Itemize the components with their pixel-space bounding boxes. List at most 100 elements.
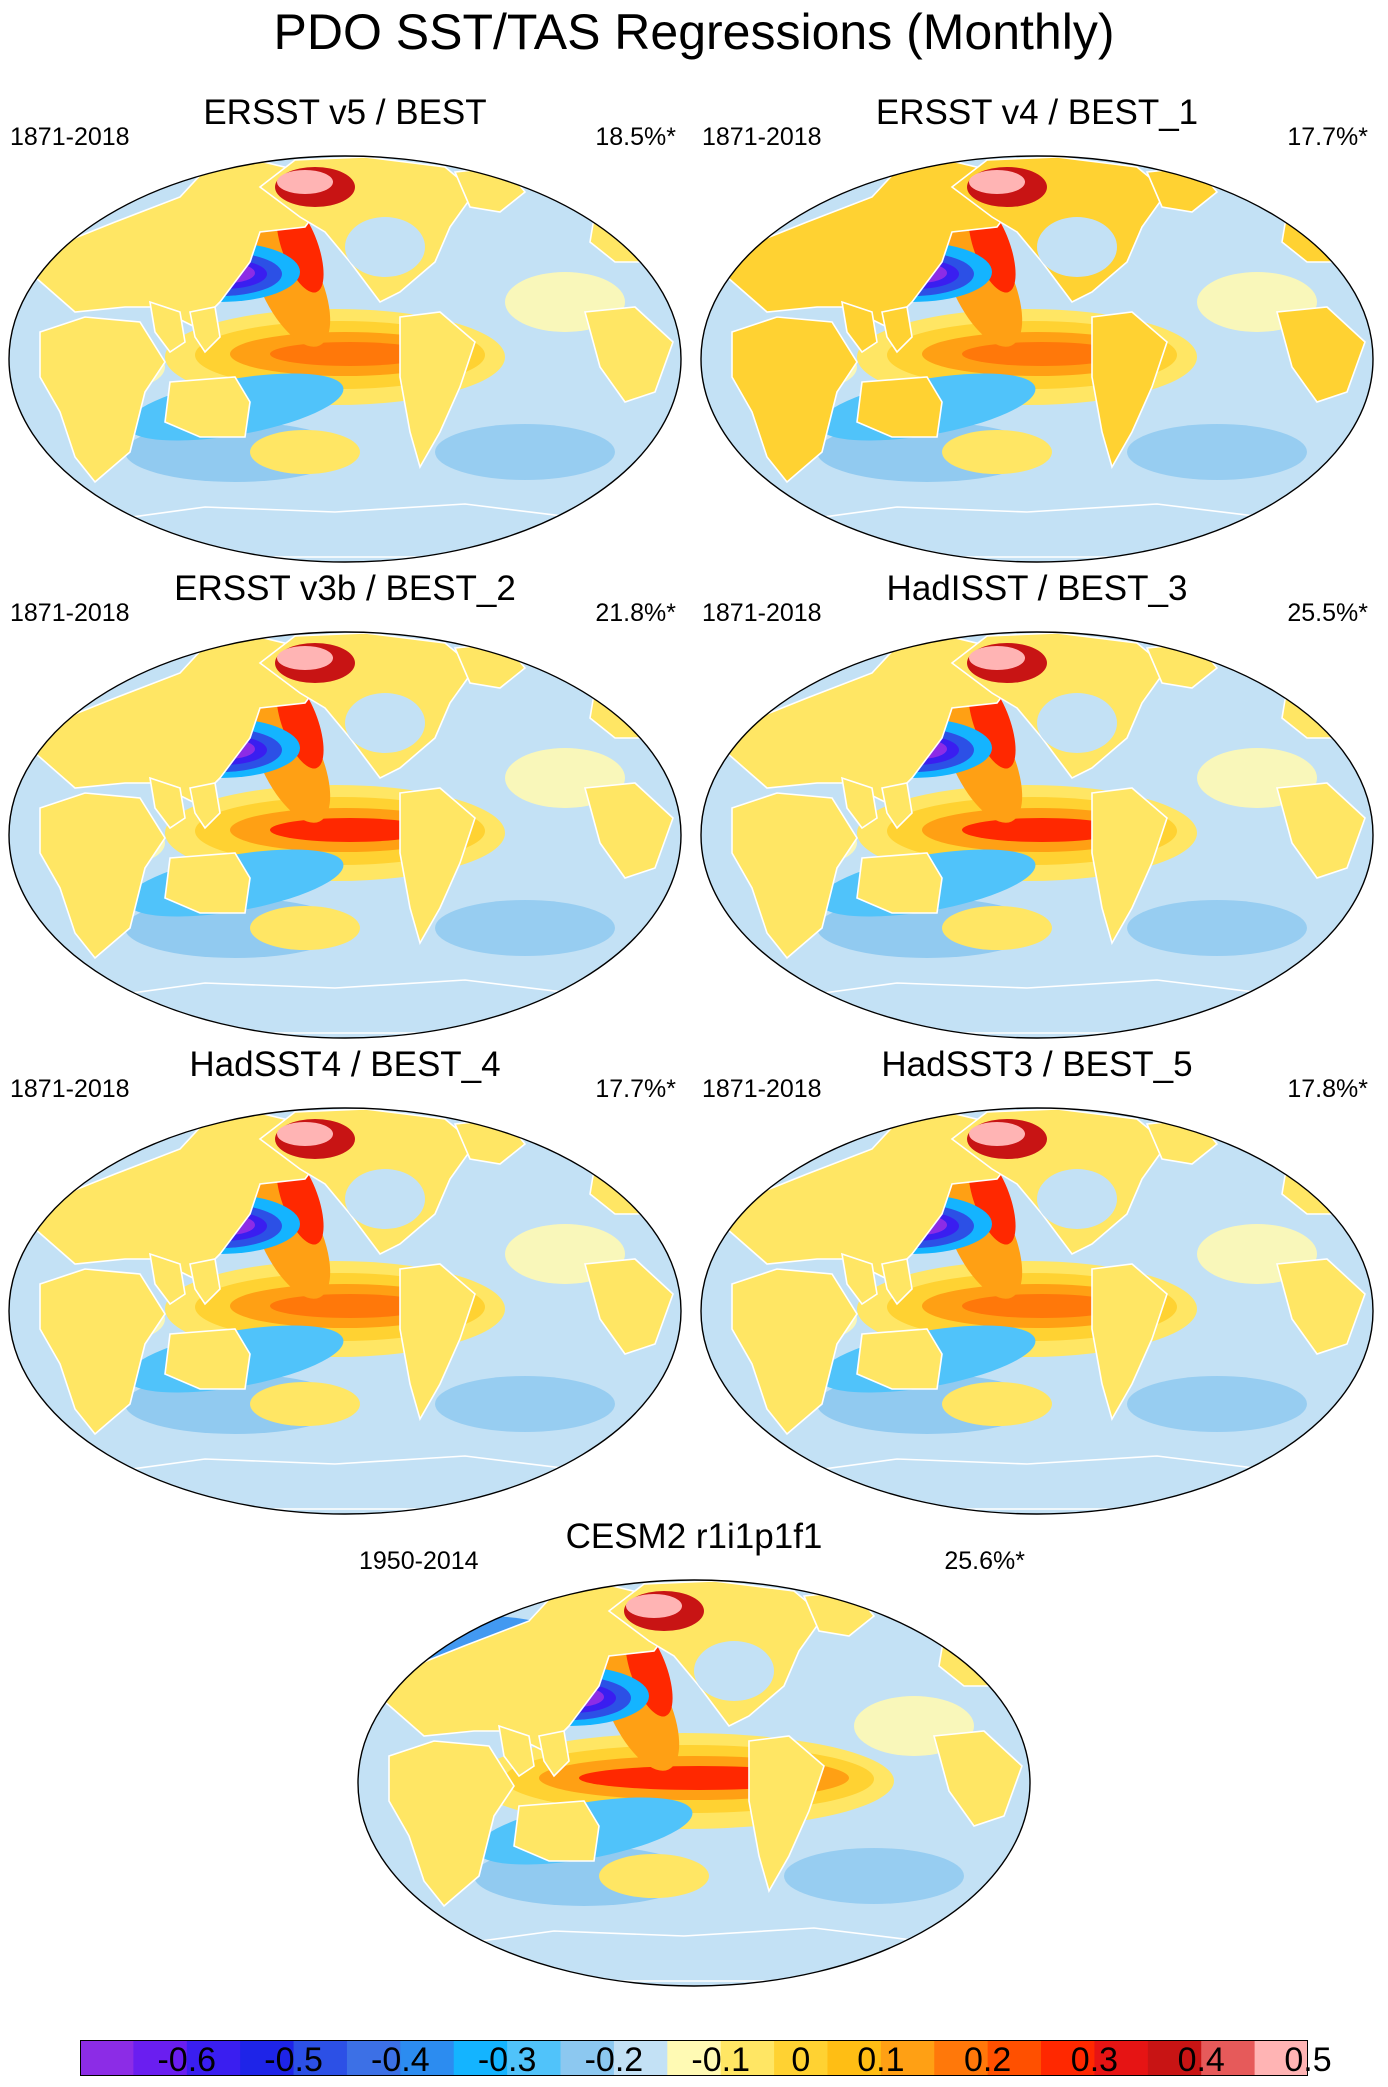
map-panel-hadsst4: HadSST4 / BEST_4 1871-2018 17.7%* [0, 1044, 690, 1524]
land-india [840, 300, 878, 354]
land-africaE [1275, 782, 1366, 879]
alaska-warm-core [969, 646, 1025, 670]
panel-period: 1871-2018 [10, 1075, 130, 1103]
map-panel-ersst-v3b: ERSST v3b / BEST_2 1871-2018 21.8%* [0, 568, 690, 1048]
panel-period: 1871-2018 [702, 1075, 822, 1103]
canada-cool [1037, 217, 1117, 277]
land-masses [725, 156, 1369, 558]
alaska-warm-core [277, 170, 333, 194]
colorbar-swatch [400, 2040, 455, 2076]
map-body [701, 1108, 1373, 1514]
colorbar-swatch [667, 2040, 722, 2076]
land-samerica [1091, 1263, 1168, 1422]
colorbar-swatch [720, 2040, 775, 2076]
colorbar-swatch [827, 2040, 882, 2076]
cool-patch [435, 1376, 615, 1432]
regression-map [8, 631, 682, 1039]
map-border [8, 1107, 682, 1515]
land-australia [164, 852, 251, 914]
panel-period: 1871-2018 [702, 599, 822, 627]
land-australia [856, 1328, 943, 1390]
land-africa [731, 316, 858, 484]
colorbar-swatch [1201, 2040, 1256, 2076]
panel-period: 1950-2014 [359, 1547, 479, 1575]
panel-period: 1871-2018 [10, 599, 130, 627]
colorbar-swatch [1147, 2040, 1202, 2076]
map-body [9, 1108, 681, 1514]
colorbar-swatch [186, 2040, 241, 2076]
map-panel-ersst-v4: ERSST v4 / BEST_1 1871-2018 17.7%* [692, 92, 1382, 572]
colorbar-swatch [987, 2040, 1042, 2076]
cool-patch [1127, 1376, 1307, 1432]
colorbar-swatch [560, 2040, 615, 2076]
colorbar-swatch [774, 2040, 828, 2076]
alaska-warm-core [277, 1122, 333, 1146]
land-masses [725, 1108, 1369, 1510]
land-samerica [1091, 311, 1168, 470]
map-border [357, 1579, 1031, 1987]
south-warm-lobe [250, 1382, 360, 1426]
alaska-warm-core [969, 1122, 1025, 1146]
land-india [840, 776, 878, 830]
map-border [700, 155, 1374, 563]
warm-tongue-core [962, 342, 1122, 366]
land-antarctic [442, 1927, 946, 1982]
land-africaE [583, 1258, 674, 1355]
colorbar-swatch [293, 2040, 348, 2076]
colorbar-swatch [133, 2040, 188, 2076]
colorbar-swatch [507, 2040, 562, 2076]
map-body [701, 632, 1373, 1038]
land-masses [33, 156, 677, 558]
panel-variance: 17.7%* [1287, 123, 1368, 151]
land-india [497, 1724, 535, 1778]
land-australia [164, 1328, 251, 1390]
colorbar-tick-label: 0.5 [1284, 2041, 1332, 2079]
land-antarctic [785, 503, 1289, 558]
cool-patch [1127, 424, 1307, 480]
south-warm-lobe [250, 430, 360, 474]
south-warm-lobe [942, 1382, 1052, 1426]
map-body [701, 156, 1373, 562]
land-masses [382, 1580, 1026, 1982]
colorbar-frame [80, 2040, 1308, 2076]
south-warm-lobe [942, 906, 1052, 950]
colorbar-swatch [453, 2040, 508, 2076]
map-body [358, 1580, 1030, 1986]
land-seasia [881, 782, 913, 830]
land-samerica [748, 1735, 825, 1894]
canada-cool [1037, 1169, 1117, 1229]
colorbar-swatch [1041, 2040, 1095, 2076]
colorbar-swatch [934, 2040, 989, 2076]
map-panel-cesm2: CESM2 r1i1p1f1 1950-2014 25.6%* [349, 1516, 1039, 1996]
colorbar-tick-label: -0.6 [157, 2041, 217, 2079]
colorbar-tick-label: -0.4 [371, 2041, 430, 2079]
regression-map [700, 155, 1374, 563]
land-antarctic [93, 979, 597, 1034]
land-africa [39, 792, 166, 960]
land-australia [513, 1800, 600, 1862]
land-seasia [881, 1258, 913, 1306]
land-seasia [189, 782, 221, 830]
land-australia [856, 376, 943, 438]
map-border [8, 631, 682, 1039]
south-warm-lobe [599, 1854, 709, 1898]
panel-variance: 25.6%* [944, 1547, 1025, 1575]
land-africa [39, 1268, 166, 1436]
regression-map [8, 155, 682, 563]
land-seasia [189, 1258, 221, 1306]
colorbar-swatch [880, 2040, 935, 2076]
land-africaE [583, 306, 674, 403]
regression-map [700, 631, 1374, 1039]
warm-tongue-core [270, 342, 430, 366]
warm-tongue-core [962, 1294, 1122, 1318]
land-samerica [399, 787, 476, 946]
colorbar-swatch [346, 2040, 401, 2076]
land-australia [856, 852, 943, 914]
cool-patch [784, 1848, 964, 1904]
colorbar-tick-label: 0.4 [1177, 2041, 1225, 2079]
colorbar-swatch [1254, 2040, 1308, 2076]
land-india [840, 1252, 878, 1306]
warm-tongue-core [270, 818, 430, 842]
land-india [148, 1252, 186, 1306]
colorbar-tick-label: 0.3 [1070, 2041, 1119, 2079]
